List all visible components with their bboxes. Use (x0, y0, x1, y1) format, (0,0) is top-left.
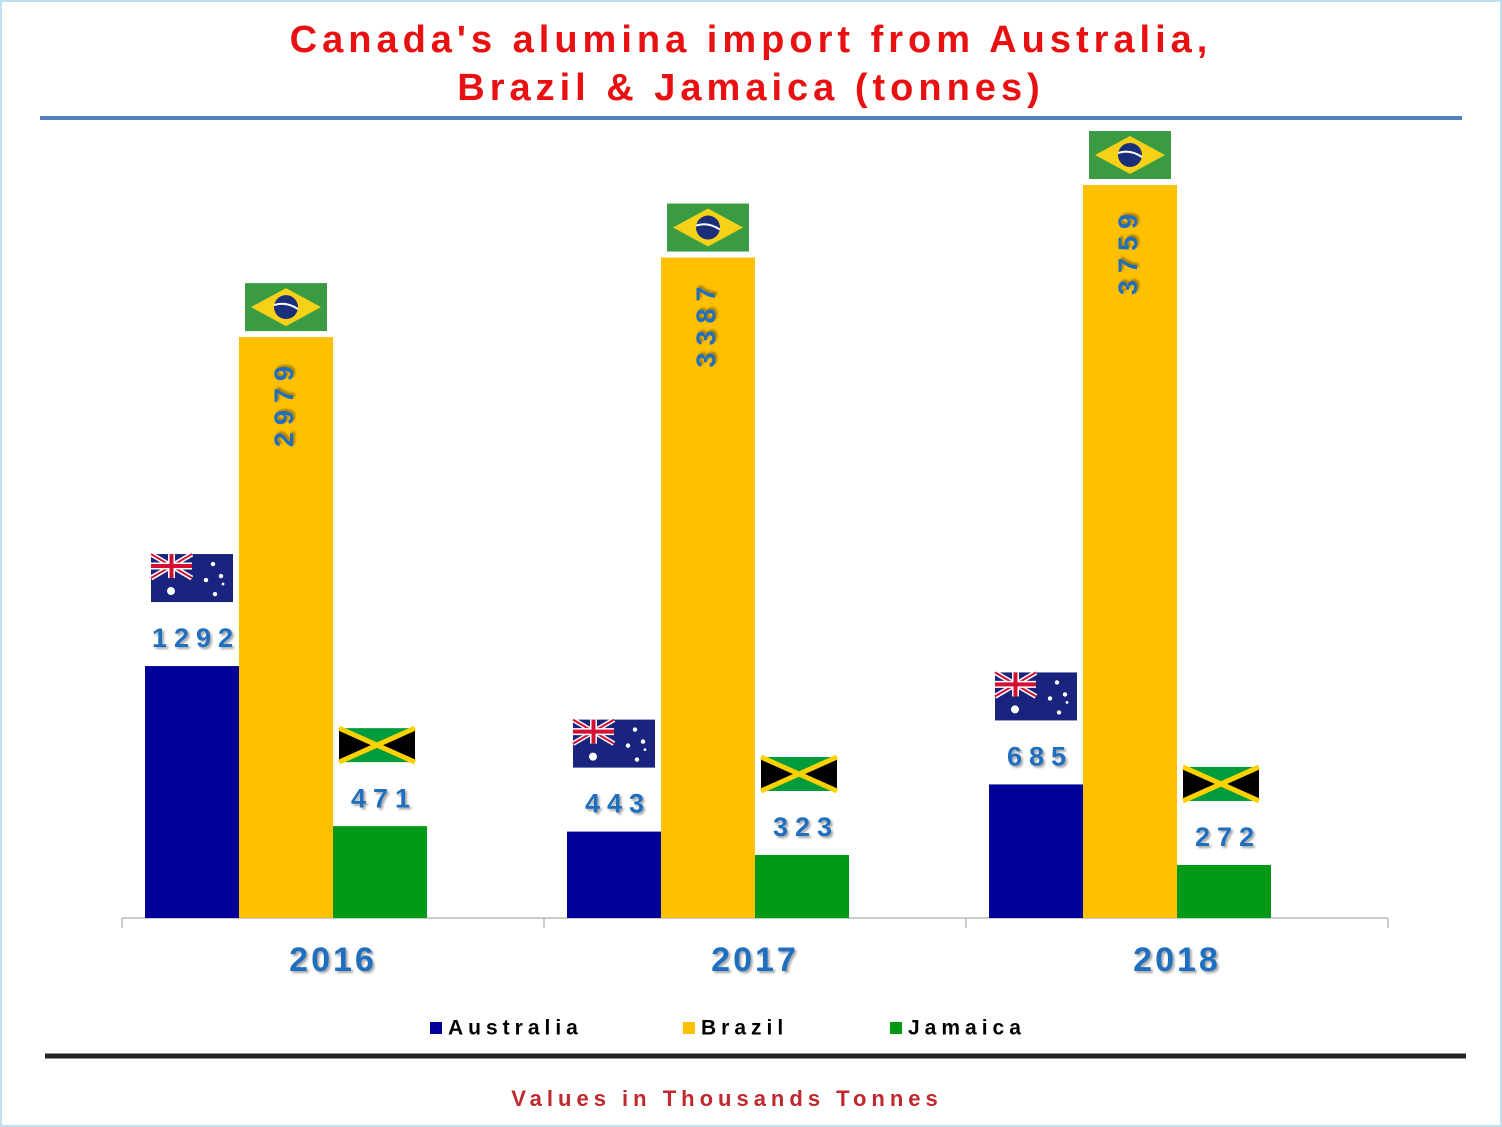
flag-tri (799, 757, 837, 792)
flag-tri (761, 757, 799, 792)
flag-star (167, 587, 175, 596)
flag-brazil (1089, 130, 1171, 179)
flag-jamaica (759, 754, 839, 794)
flag-band (695, 223, 721, 231)
bar (145, 666, 239, 918)
flag-band (273, 302, 299, 310)
flag-star (643, 748, 647, 752)
data-label: 3387 (691, 280, 721, 368)
data-label: 323 (773, 812, 839, 842)
flag-star (1011, 705, 1019, 714)
bar (661, 257, 755, 918)
flag-union (151, 554, 192, 579)
flag-star (632, 727, 638, 732)
bar (239, 337, 333, 919)
flag-tri (1183, 766, 1221, 801)
legend-label: Brazil (701, 1017, 788, 1040)
flag-star (625, 743, 631, 748)
flag-saltire (337, 725, 417, 765)
data-label: 685 (1007, 742, 1073, 772)
flag-star (210, 561, 216, 567)
flag-star (1047, 696, 1053, 701)
flag-brazil (245, 283, 327, 332)
flag-star (1065, 701, 1069, 704)
flag-tri (377, 728, 415, 763)
flag-star (1054, 680, 1060, 685)
flag-star (640, 739, 646, 744)
flag-star (212, 591, 218, 597)
data-label: 471 (351, 783, 417, 813)
flag-jamaica (1181, 764, 1261, 804)
legend-swatch (430, 1022, 442, 1034)
flag-jamaica (337, 725, 417, 765)
data-label: 443 (585, 789, 651, 819)
flag-star (1062, 692, 1068, 697)
flag-globe (274, 295, 298, 320)
flag-star (589, 752, 597, 761)
flag-brazil (667, 203, 749, 252)
bar (755, 855, 849, 918)
data-label: 1292 (152, 623, 240, 653)
data-label: 3759 (1113, 207, 1143, 295)
note: Values in Thousands Tonnes (511, 1086, 943, 1111)
legend-swatch (683, 1022, 695, 1034)
bar (1177, 864, 1271, 918)
bar (567, 831, 661, 918)
flag-globe (696, 215, 720, 240)
flag-union (995, 672, 1036, 697)
flag-star (218, 573, 224, 579)
bar (989, 784, 1083, 918)
x-tick-label: 2017 (711, 941, 799, 979)
bar (1083, 184, 1177, 918)
flag-australia (993, 670, 1077, 721)
legend-label: Jamaica (908, 1017, 1026, 1040)
flag-star (203, 577, 209, 583)
data-label: 272 (1195, 822, 1261, 852)
flag-band (1117, 150, 1143, 158)
legend-swatch (890, 1022, 902, 1034)
flag-globe (1118, 142, 1142, 167)
flag-star (634, 757, 640, 762)
flag-saltire (1181, 764, 1261, 804)
flag-australia (149, 551, 233, 603)
x-tick-label: 2016 (289, 941, 377, 979)
legend-label: Australia (448, 1017, 583, 1040)
flag-saltire (759, 754, 839, 794)
x-tick-label: 2018 (1133, 941, 1221, 979)
flag-star (221, 582, 225, 586)
bar (333, 826, 427, 918)
data-label: 2979 (269, 359, 299, 447)
chart-title: Canada's alumina import from Australia, (290, 19, 1213, 61)
flag-star (1056, 710, 1062, 715)
chart-title: Brazil & Jamaica (tonnes) (457, 67, 1044, 109)
flag-tri (1221, 766, 1259, 801)
flag-australia (571, 717, 655, 768)
flag-union (573, 719, 614, 744)
flag-tri (339, 728, 377, 763)
